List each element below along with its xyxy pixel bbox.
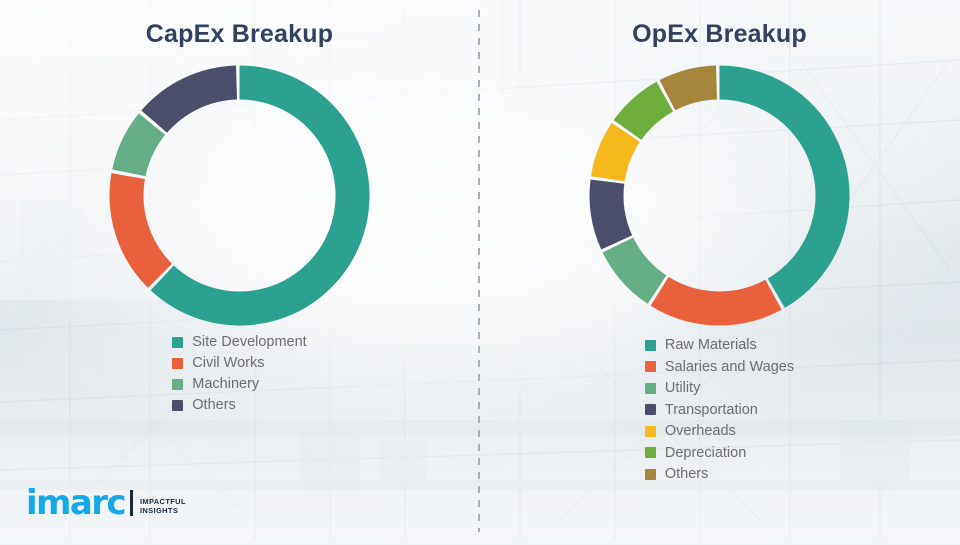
capex-donut-chart bbox=[0, 58, 479, 333]
opex-slice-raw-materials[interactable] bbox=[719, 65, 850, 308]
legend-item-civil-works[interactable]: Civil Works bbox=[172, 356, 306, 371]
legend-item-raw-materials[interactable]: Raw Materials bbox=[644, 337, 794, 353]
legend-swatch-raw-materials bbox=[644, 339, 656, 351]
capex-chart-title: CapEx Breakup bbox=[145, 20, 334, 48]
legend-label-transportation: Transportation bbox=[664, 401, 758, 418]
opex-legend: Raw Materials Salaries and Wages Utility… bbox=[479, 338, 960, 489]
legend-swatch-others bbox=[644, 468, 656, 480]
imarc-tagline-line1: IMPACTFUL bbox=[139, 497, 186, 507]
legend-swatch-others bbox=[172, 399, 184, 411]
opex-donut-svg bbox=[589, 65, 850, 326]
capex-slice-site-development[interactable] bbox=[150, 65, 370, 326]
opex-donut-chart bbox=[479, 58, 960, 333]
legend-label-depreciation: Depreciation bbox=[664, 444, 747, 461]
legend-label-site-development: Site Development bbox=[192, 334, 307, 350]
legend-item-overheads[interactable]: Overheads bbox=[644, 423, 794, 439]
legend-label-raw-materials: Raw Materials bbox=[664, 337, 757, 353]
legend-swatch-utility bbox=[644, 382, 656, 394]
legend-swatch-overheads bbox=[644, 425, 656, 437]
capex-slice-machinery[interactable] bbox=[112, 113, 166, 177]
legend-swatch-site-development bbox=[172, 336, 184, 348]
opex-panel: OpEx Breakup bbox=[479, 0, 960, 540]
legend-label-others: Others bbox=[664, 466, 709, 482]
opex-slice-utility[interactable] bbox=[602, 237, 667, 304]
opex-slice-transportation[interactable] bbox=[589, 179, 633, 250]
capex-panel: CapEx Breakup Site Development bbox=[0, 0, 479, 540]
legend-swatch-civil-works bbox=[172, 357, 184, 369]
legend-item-transportation[interactable]: Transportation bbox=[644, 401, 794, 418]
legend-swatch-salaries-and-wages bbox=[644, 361, 656, 373]
legend-item-machinery[interactable]: Machinery bbox=[172, 377, 306, 392]
imarc-tagline-line2: INSIGHTS bbox=[139, 505, 179, 515]
legend-item-others[interactable]: Others bbox=[172, 398, 306, 413]
opex-slice-depreciation[interactable] bbox=[613, 81, 674, 141]
imarc-logo-tagline: IMPACTFUL INSIGHTS bbox=[139, 497, 186, 515]
legend-item-salaries-and-wages[interactable]: Salaries and Wages bbox=[644, 358, 795, 375]
capex-donut-svg bbox=[109, 65, 370, 326]
imarc-logo-wordmark: imarc bbox=[26, 483, 127, 524]
capex-slice-civil-works[interactable] bbox=[109, 173, 173, 288]
legend-item-site-development[interactable]: Site Development bbox=[172, 334, 307, 350]
legend-label-utility: Utility bbox=[664, 380, 701, 396]
opex-slice-overheads[interactable] bbox=[590, 122, 641, 182]
legend-swatch-depreciation bbox=[644, 447, 656, 459]
imarc-logo[interactable]: imarc IMPACTFUL INSIGHTS bbox=[26, 483, 186, 524]
capex-slice-others[interactable] bbox=[141, 65, 238, 134]
opex-slice-salaries-and-wages[interactable] bbox=[650, 276, 782, 326]
imarc-logo-divider bbox=[129, 490, 133, 516]
legend-label-salaries-and-wages: Salaries and Wages bbox=[664, 358, 795, 375]
legend-label-civil-works: Civil Works bbox=[192, 355, 265, 371]
capex-legend: Site Development Civil Works Machinery O… bbox=[0, 335, 479, 419]
opex-slice-others[interactable] bbox=[659, 65, 718, 111]
legend-label-others: Others bbox=[192, 397, 236, 413]
legend-item-others[interactable]: Others bbox=[644, 466, 794, 482]
legend-swatch-transportation bbox=[644, 404, 656, 416]
vertical-dashed-divider bbox=[478, 10, 480, 532]
legend-item-depreciation[interactable]: Depreciation bbox=[644, 444, 794, 461]
opex-chart-title: OpEx Breakup bbox=[632, 20, 807, 48]
legend-label-machinery: Machinery bbox=[192, 376, 260, 392]
legend-item-utility[interactable]: Utility bbox=[644, 380, 794, 396]
legend-label-overheads: Overheads bbox=[664, 423, 736, 439]
legend-swatch-machinery bbox=[172, 378, 184, 390]
